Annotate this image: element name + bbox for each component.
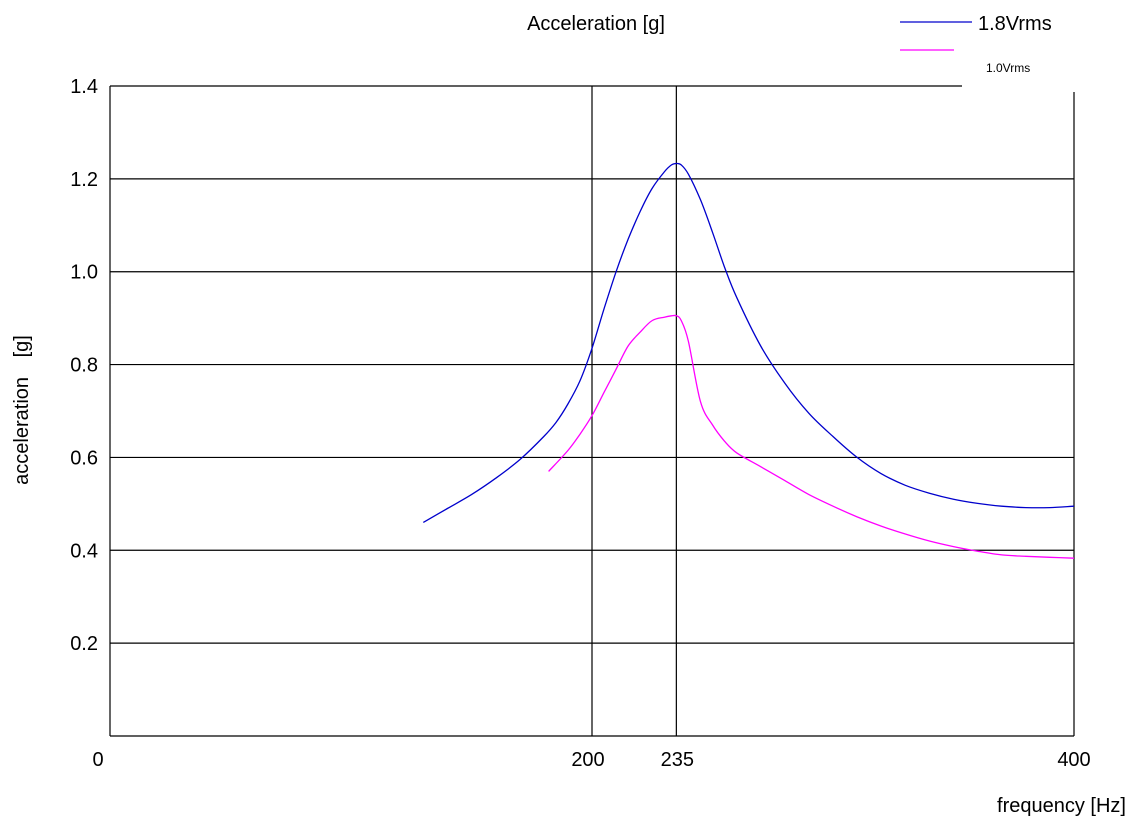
grid [109, 85, 1075, 737]
x-tick-label: 0 [92, 749, 103, 771]
y-tick-label: 0.2 [70, 633, 98, 655]
y-axis-title: acceleration [g] [11, 335, 33, 485]
y-tick-label: 1.4 [70, 76, 98, 98]
series-layer [422, 162, 1075, 559]
y-tick-label: 0.4 [70, 540, 98, 562]
x-axis-title: frequency [Hz] [997, 795, 1126, 817]
tick-labels: 0.2 0.4 0.6 0.8 1.0 1.2 1.4 0 200 235 400 [70, 76, 1091, 771]
legend-label-1-0vrms: 1.0Vrms [986, 61, 1030, 75]
y-tick-label: 1.0 [70, 262, 98, 284]
x-tick-label: 200 [571, 749, 604, 771]
x-tick-label: 400 [1057, 749, 1090, 771]
legend-background [962, 48, 1074, 88]
y-tick-label: 0.8 [70, 355, 98, 377]
series-line-1-8vrms [422, 162, 1075, 523]
y-tick-label: 1.2 [70, 169, 98, 191]
chart-title: Acceleration [g] [527, 13, 665, 35]
y-tick-label: 0.6 [70, 447, 98, 469]
x-tick-label: 235 [661, 749, 694, 771]
legend-label-1-8vrms: 1.8Vrms [978, 13, 1052, 35]
legend: 1.8Vrms 1.0Vrms [900, 13, 1052, 75]
series-line-1-0vrms [548, 314, 1075, 559]
